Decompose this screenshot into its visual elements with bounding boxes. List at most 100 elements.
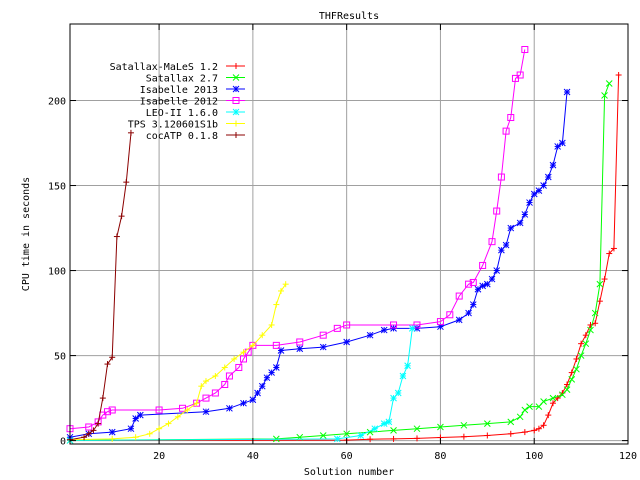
data-point bbox=[258, 382, 266, 390]
series-line bbox=[69, 49, 526, 430]
data-point bbox=[156, 425, 163, 432]
data-point bbox=[605, 80, 613, 87]
data-point bbox=[333, 324, 341, 332]
data-point bbox=[488, 275, 496, 283]
data-point bbox=[437, 423, 444, 431]
series-2 bbox=[66, 88, 571, 441]
data-point bbox=[108, 428, 116, 436]
data-point bbox=[404, 362, 411, 370]
data-point bbox=[507, 114, 515, 122]
data-point bbox=[521, 429, 528, 436]
data-point bbox=[549, 400, 556, 407]
data-point bbox=[521, 406, 529, 414]
data-point bbox=[233, 63, 239, 69]
data-point bbox=[240, 349, 247, 356]
data-point bbox=[268, 321, 275, 328]
data-point bbox=[587, 326, 594, 334]
data-point bbox=[211, 389, 219, 397]
y-tick-label: 100 bbox=[48, 267, 66, 278]
data-point bbox=[446, 311, 454, 319]
data-point bbox=[465, 309, 472, 317]
y-tick-label: 200 bbox=[48, 97, 66, 108]
data-point bbox=[232, 85, 240, 93]
data-point bbox=[563, 88, 571, 96]
data-point bbox=[413, 435, 420, 442]
data-point bbox=[592, 320, 599, 327]
data-point bbox=[460, 433, 467, 440]
data-point bbox=[573, 365, 580, 373]
data-point bbox=[615, 72, 622, 79]
y-axis-label: CPU time in seconds bbox=[21, 177, 32, 291]
data-point bbox=[596, 280, 604, 288]
legend-label: TPS 3.120601S1b bbox=[128, 120, 218, 131]
data-point bbox=[474, 285, 482, 293]
data-point bbox=[394, 389, 402, 397]
series-layer bbox=[66, 46, 622, 444]
data-point bbox=[226, 404, 233, 412]
data-point bbox=[109, 354, 116, 361]
data-point bbox=[502, 241, 510, 249]
x-tick-label: 20 bbox=[153, 451, 165, 462]
data-point bbox=[221, 380, 229, 388]
data-point bbox=[123, 179, 130, 186]
series-line bbox=[69, 91, 568, 438]
y-tick-label: 50 bbox=[54, 352, 66, 363]
data-point bbox=[343, 430, 351, 438]
chart-title: THFResults bbox=[319, 11, 379, 22]
data-point bbox=[601, 92, 608, 99]
data-point bbox=[380, 326, 388, 334]
legend-label: cocATP 0.1.8 bbox=[146, 131, 218, 142]
data-point bbox=[155, 406, 163, 414]
data-point bbox=[99, 395, 106, 402]
data-point bbox=[343, 321, 351, 329]
data-point bbox=[85, 423, 93, 431]
data-point bbox=[601, 276, 608, 283]
data-point bbox=[81, 434, 88, 441]
data-point bbox=[232, 108, 240, 116]
data-point bbox=[233, 132, 239, 138]
data-point bbox=[578, 340, 585, 347]
data-point bbox=[319, 331, 327, 339]
data-point bbox=[333, 435, 341, 443]
data-point bbox=[272, 364, 280, 371]
data-point bbox=[390, 435, 397, 442]
data-point bbox=[455, 316, 463, 324]
data-point bbox=[249, 342, 256, 349]
data-point bbox=[357, 432, 365, 439]
data-point bbox=[278, 287, 285, 294]
data-point bbox=[488, 238, 496, 246]
data-point bbox=[202, 394, 210, 402]
data-point bbox=[521, 46, 529, 54]
data-point bbox=[469, 278, 477, 286]
data-point bbox=[479, 261, 487, 269]
series-5 bbox=[67, 281, 289, 443]
data-point bbox=[497, 173, 505, 181]
data-point bbox=[549, 394, 557, 402]
data-point bbox=[507, 224, 515, 232]
data-point bbox=[582, 332, 589, 339]
data-point bbox=[577, 352, 585, 359]
data-point bbox=[568, 369, 575, 376]
data-point bbox=[232, 74, 240, 81]
data-point bbox=[507, 430, 514, 437]
data-point bbox=[493, 207, 501, 215]
data-point bbox=[610, 245, 617, 252]
data-point bbox=[193, 400, 200, 407]
legend-label: LEO-II 1.6.0 bbox=[146, 108, 218, 119]
data-point bbox=[104, 408, 112, 416]
data-point bbox=[535, 425, 542, 432]
data-point bbox=[132, 434, 139, 441]
data-point bbox=[296, 338, 304, 346]
data-point bbox=[319, 432, 327, 439]
data-point bbox=[109, 435, 116, 442]
data-point bbox=[95, 420, 102, 427]
data-point bbox=[132, 415, 140, 422]
data-point bbox=[212, 372, 219, 379]
data-point bbox=[516, 413, 524, 421]
series-3 bbox=[66, 46, 529, 433]
data-point bbox=[231, 355, 238, 362]
data-point bbox=[343, 338, 351, 346]
y-tick-label: 150 bbox=[48, 182, 66, 193]
data-point bbox=[249, 396, 257, 404]
data-point bbox=[493, 267, 501, 274]
